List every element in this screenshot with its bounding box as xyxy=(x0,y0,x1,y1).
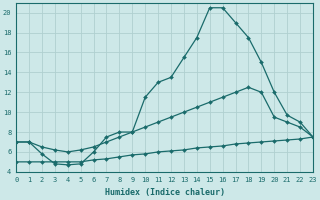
X-axis label: Humidex (Indice chaleur): Humidex (Indice chaleur) xyxy=(105,188,225,197)
